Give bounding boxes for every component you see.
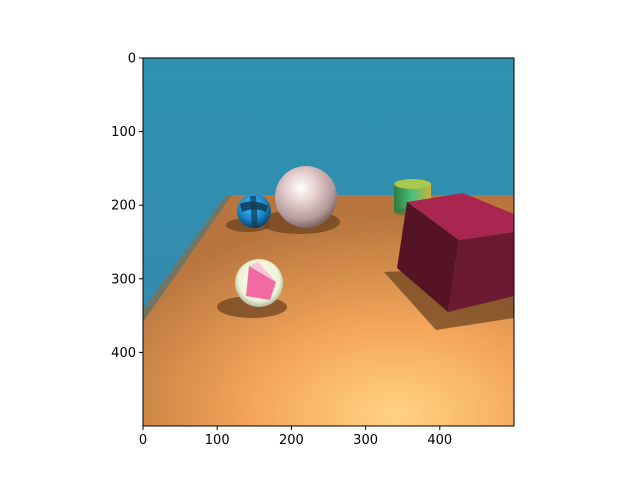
axes-frame xyxy=(142,57,515,427)
x-tick-label: 200 xyxy=(279,433,304,448)
x-axis-ticks: 0 100 200 300 400 xyxy=(139,426,452,448)
x-tick-label: 100 xyxy=(205,433,230,448)
large-pink-sphere xyxy=(275,166,337,228)
x-tick-label: 400 xyxy=(427,433,452,448)
y-tick-label: 300 xyxy=(111,272,136,287)
y-tick-label: 100 xyxy=(111,125,136,140)
y-axis-ticks: 0 100 200 300 400 xyxy=(111,52,143,361)
small-blue-sphere xyxy=(237,194,271,228)
y-tick-label: 200 xyxy=(111,199,136,214)
x-tick-label: 300 xyxy=(353,433,378,448)
image-axes xyxy=(143,58,514,426)
floor-left-edge xyxy=(143,195,232,322)
y-tick-label: 0 xyxy=(128,52,136,67)
x-tick-label: 0 xyxy=(139,433,147,448)
y-tick-label: 400 xyxy=(111,346,136,361)
white-pink-striped-sphere xyxy=(235,259,283,307)
maroon-cube xyxy=(397,193,514,312)
